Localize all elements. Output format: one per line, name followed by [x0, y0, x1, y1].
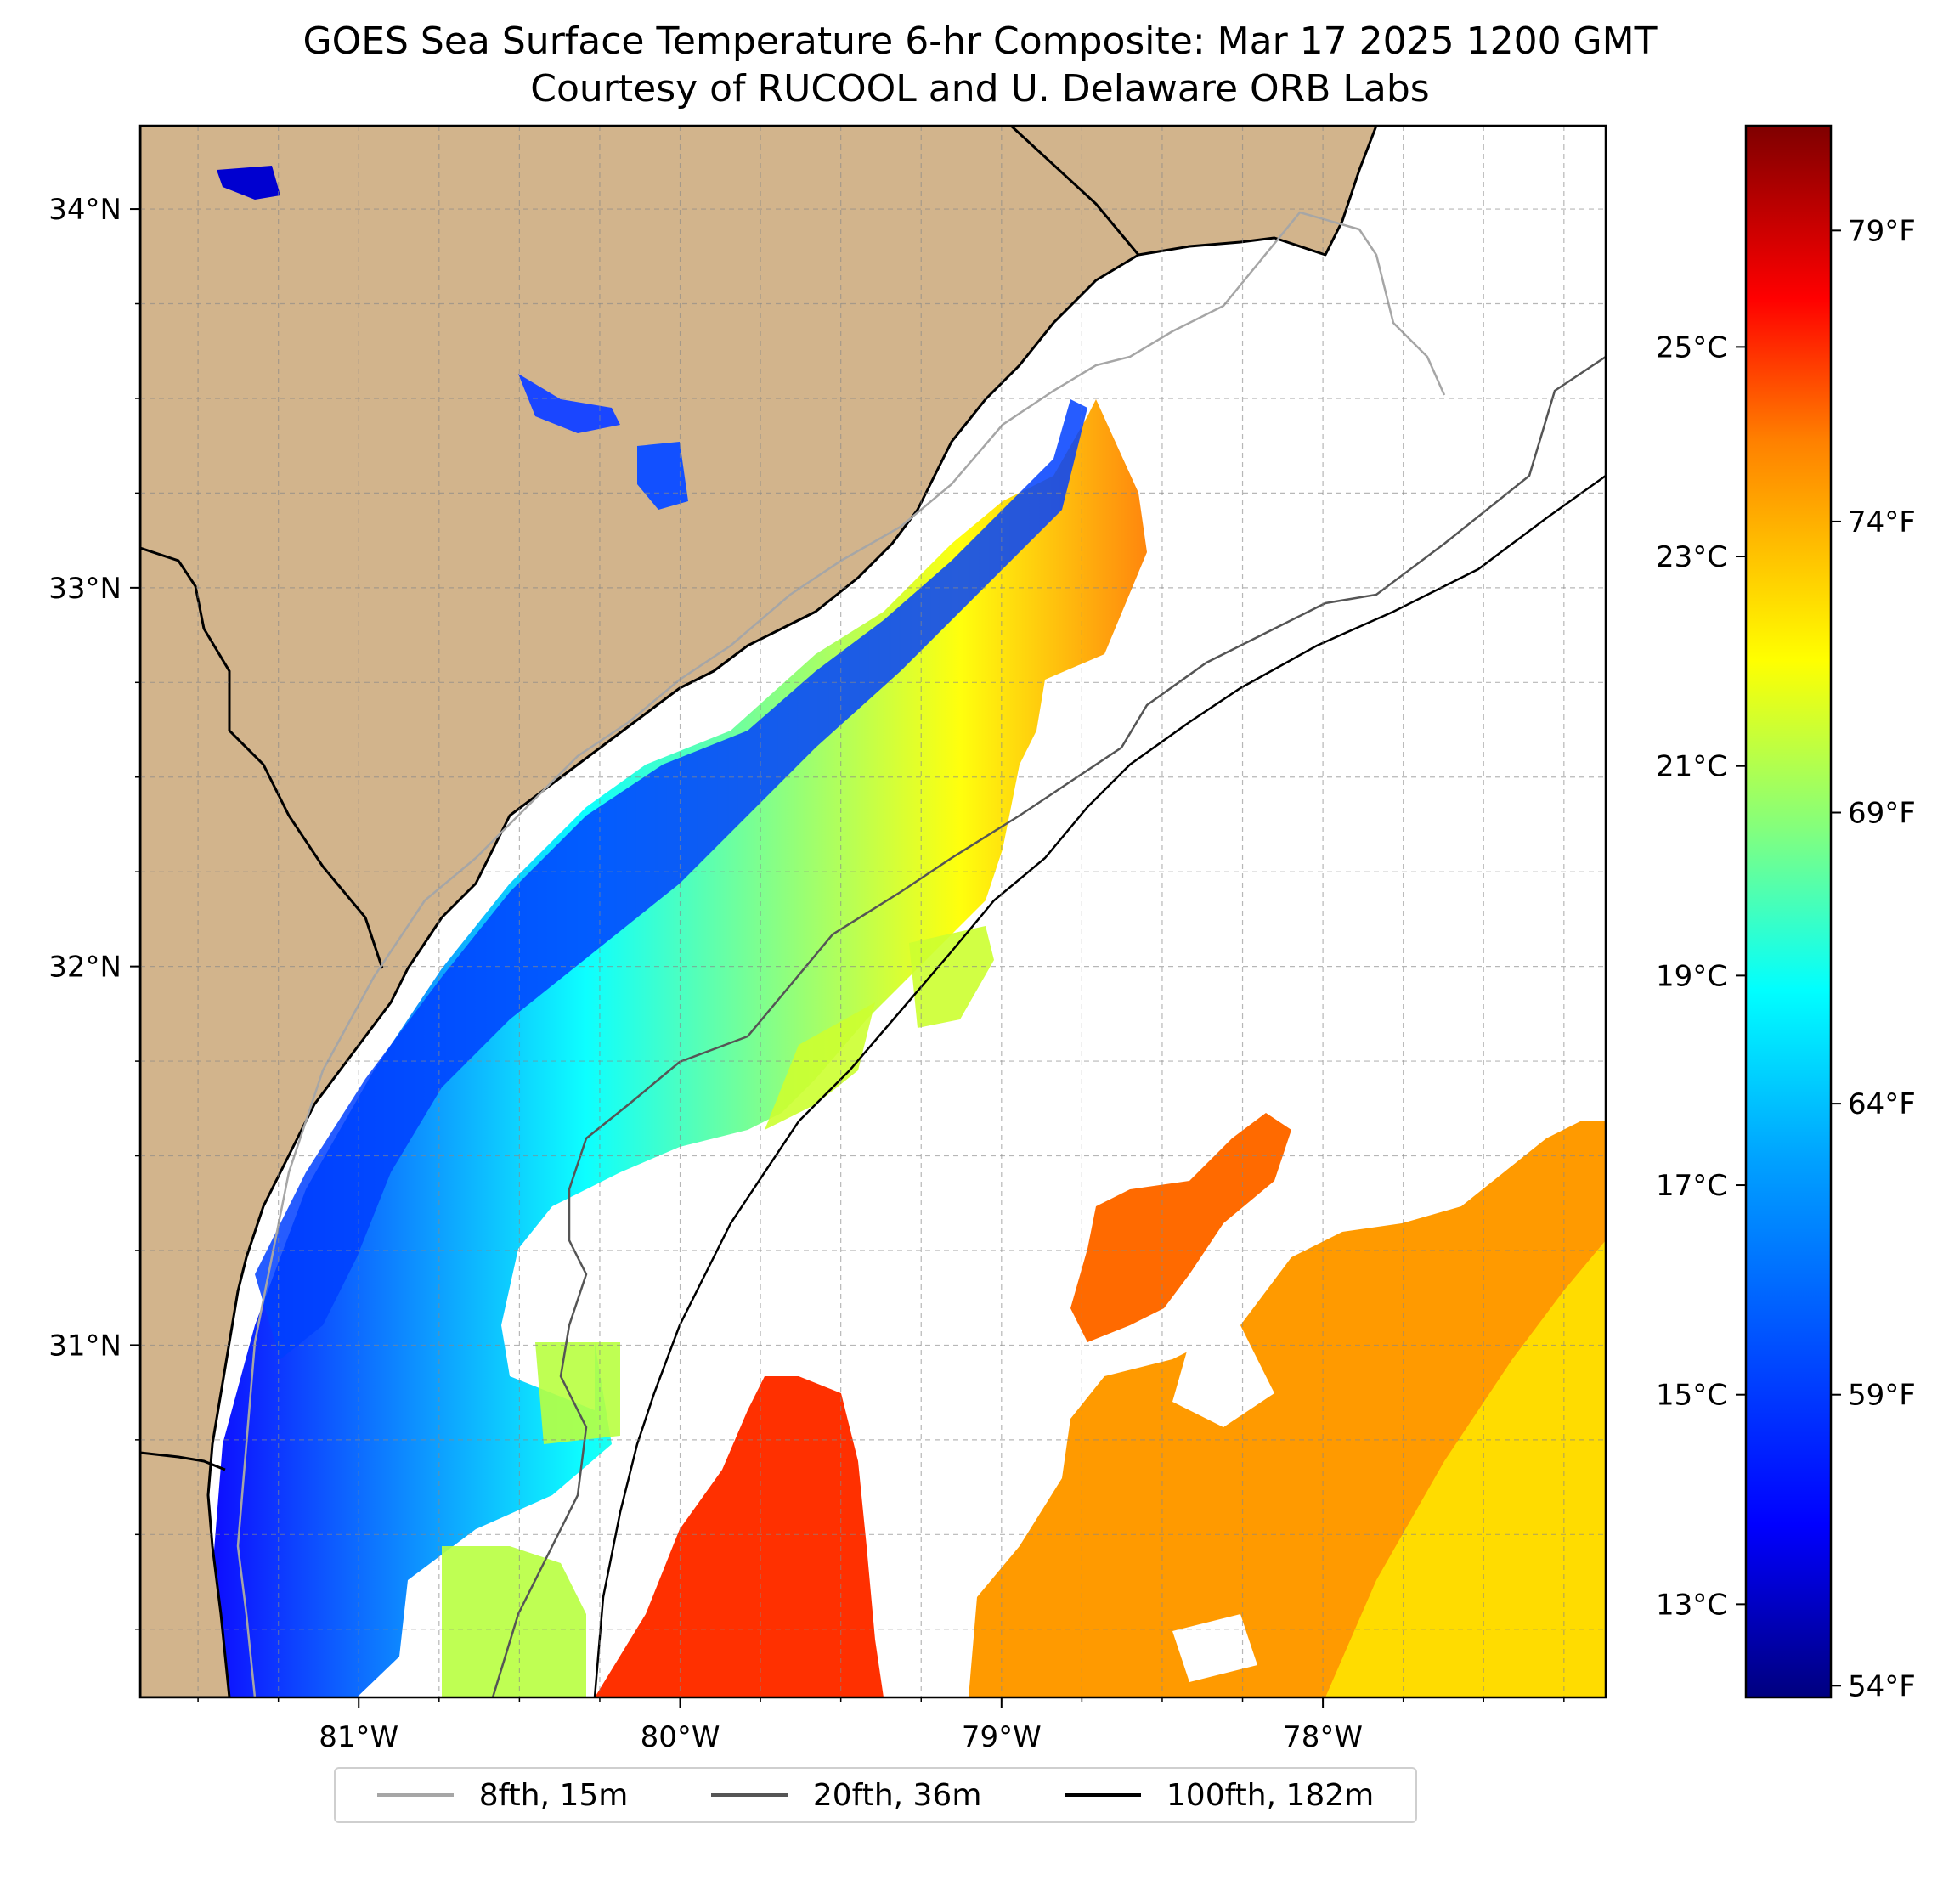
latitude-axis: 34°N 33°N 32°N 31°N — [48, 193, 140, 1630]
gulf-stream-red — [595, 1376, 884, 1697]
sst-warm-south — [442, 1342, 620, 1697]
contour-8fth — [236, 211, 1446, 1697]
sst-gap — [1172, 1325, 1274, 1682]
colorbar-celsius-axis: 13°C 15°C 17°C 19°C 21°C 23°C 25°C — [1656, 330, 1746, 1622]
celsius-tick-label: 25°C — [1656, 330, 1727, 364]
celsius-tick-label: 13°C — [1656, 1588, 1727, 1622]
lon-tick-label: 81°W — [319, 1720, 398, 1754]
lake-upper — [217, 166, 280, 200]
lake-middle — [518, 374, 620, 433]
contour-20fth — [491, 355, 1606, 1697]
fahrenheit-tick-label: 69°F — [1848, 797, 1916, 831]
gulf-stream-yellow — [1325, 1240, 1606, 1697]
state-boundary — [1009, 126, 1140, 256]
legend-item-100fth: 100fth, 182m — [1064, 1777, 1375, 1813]
ga-fl-border — [140, 1451, 226, 1471]
map-title: GOES Sea Surface Temperature 6-hr Compos… — [302, 20, 1658, 63]
map-subtitle: Courtesy of RUCOOL and U. Delaware ORB L… — [530, 67, 1430, 110]
fahrenheit-tick-label: 54°F — [1848, 1669, 1916, 1703]
lat-tick-label: 32°N — [48, 951, 121, 985]
colorbar-fahrenheit-axis: 54°F 59°F 64°F 69°F 74°F 79°F — [1831, 214, 1916, 1703]
legend-line-8fth — [376, 1793, 454, 1797]
gulf-stream-orange-northeast — [1070, 1113, 1291, 1342]
celsius-tick-label: 17°C — [1656, 1169, 1727, 1203]
lon-tick-label: 78°W — [1283, 1720, 1363, 1754]
fahrenheit-tick-label: 59°F — [1848, 1379, 1916, 1413]
celsius-tick-label: 21°C — [1656, 750, 1727, 784]
lat-tick-label: 33°N — [48, 572, 121, 606]
legend-item-20fth: 20fth, 36m — [710, 1777, 982, 1813]
celsius-tick-label: 19°C — [1656, 959, 1727, 993]
legend-line-20fth — [710, 1793, 788, 1797]
colorbar-gradient — [1744, 124, 1833, 1699]
legend-line-100fth — [1064, 1793, 1141, 1797]
fahrenheit-tick-label: 79°F — [1848, 214, 1916, 248]
lon-tick-label: 80°W — [641, 1720, 720, 1754]
legend-item-8fth: 8fth, 15m — [376, 1777, 629, 1813]
contour-100fth — [593, 474, 1606, 1697]
lat-tick-label: 31°N — [48, 1329, 121, 1363]
lat-tick-label: 34°N — [48, 193, 121, 227]
sst-cold-shelf-water — [212, 399, 1147, 1697]
celsius-tick-label: 15°C — [1656, 1379, 1727, 1413]
legend-label-8fth: 8fth, 15m — [478, 1777, 629, 1813]
longitude-axis: 81°W 80°W 79°W 78°W — [197, 1697, 1565, 1754]
map-content — [140, 126, 1606, 1697]
legend-label-100fth: 100fth, 182m — [1166, 1777, 1375, 1813]
celsius-tick-label: 23°C — [1656, 540, 1727, 574]
sst-warm-shelf-edge — [765, 926, 994, 1130]
lon-tick-label: 79°W — [962, 1720, 1042, 1754]
map-gridlines — [140, 126, 1606, 1697]
fahrenheit-tick-label: 64°F — [1848, 1087, 1916, 1121]
bathymetry-legend: 8fth, 15m 20fth, 36m 100fth, 182m — [334, 1767, 1417, 1823]
legend-label-20fth: 20fth, 36m — [812, 1777, 982, 1813]
fahrenheit-tick-label: 74°F — [1848, 505, 1916, 539]
map-frame — [138, 124, 1607, 1699]
sst-blue-core — [255, 399, 1087, 1359]
sc-ga-border — [140, 546, 384, 969]
